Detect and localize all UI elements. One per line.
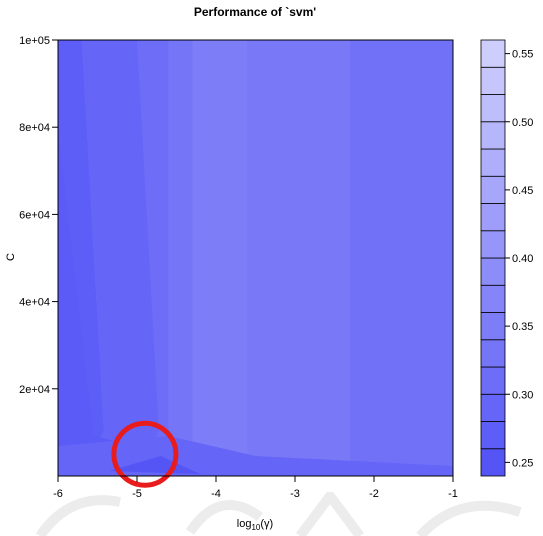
- x-tick-label: -1: [448, 488, 458, 500]
- colorbar-level: [480, 366, 506, 395]
- y-tick-label: 4e+04: [19, 297, 50, 309]
- colorbar-tick-label: 0.40: [512, 253, 533, 265]
- colorbar-level: [480, 257, 506, 286]
- x-tick-label: -4: [211, 488, 221, 500]
- x-tick-label: -5: [132, 488, 142, 500]
- colorbar-level: [480, 448, 506, 477]
- colorbar-level: [480, 94, 506, 123]
- highlight-circle: [111, 420, 179, 488]
- x-tick-label: -3: [290, 488, 300, 500]
- y-tick-label: 1e+05: [19, 35, 50, 47]
- colorbar-tick-label: 0.25: [512, 457, 533, 469]
- colorbar-level: [480, 203, 506, 232]
- colorbar-level: [480, 421, 506, 450]
- plot-area: [57, 39, 454, 488]
- colorbar-level: [480, 39, 506, 68]
- colorbar-level: [480, 284, 506, 313]
- colorbar-tick-label: 0.50: [512, 117, 533, 129]
- chart-title: Performance of `svm': [194, 5, 316, 19]
- colorbar-level: [480, 148, 506, 177]
- colorbar-level: [480, 312, 506, 341]
- y-tick-label: 2e+04: [19, 384, 50, 396]
- colorbar-level: [480, 393, 506, 422]
- heatmap-region: [81, 40, 159, 476]
- x-tick-label: -6: [53, 488, 63, 500]
- x-axis-label-main: log: [237, 518, 252, 530]
- x-axis-label: log10(γ): [237, 518, 273, 532]
- x-axis-label-tail: (γ): [260, 518, 273, 530]
- heatmap-region: [247, 40, 351, 476]
- heatmap-region: [58, 130, 137, 446]
- colorbar-level: [480, 66, 506, 95]
- colorbar-level: [480, 121, 506, 150]
- y-tick-label: 8e+04: [19, 122, 50, 134]
- heatmap-region: [350, 40, 453, 476]
- colorbar-level: [480, 339, 506, 368]
- colorbar-tick-label: 0.55: [512, 49, 533, 61]
- colorbar-tick-label: 0.30: [512, 389, 533, 401]
- x-tick-label: -2: [369, 488, 379, 500]
- colorbar: 0.25 0.30 0.35 0.40 0.45 0.50 0.55: [480, 39, 533, 477]
- plot-frame: [57, 39, 454, 477]
- heatmap-region: [168, 40, 193, 476]
- heatmap-region: [109, 456, 201, 474]
- colorbar-tick-label: 0.45: [512, 185, 533, 197]
- y-tick-label: 6e+04: [19, 209, 50, 221]
- colorbar-tick-label: 0.35: [512, 321, 533, 333]
- colorbar-level: [480, 175, 506, 204]
- axes: -6 -5 -4 -3 -2 -1 2e+04 4e+04 6e+04 8e+04 1e+05: [19, 35, 458, 500]
- y-axis-label: C: [5, 253, 17, 261]
- heatmap-region: [192, 40, 248, 476]
- colorbar-level: [480, 230, 506, 259]
